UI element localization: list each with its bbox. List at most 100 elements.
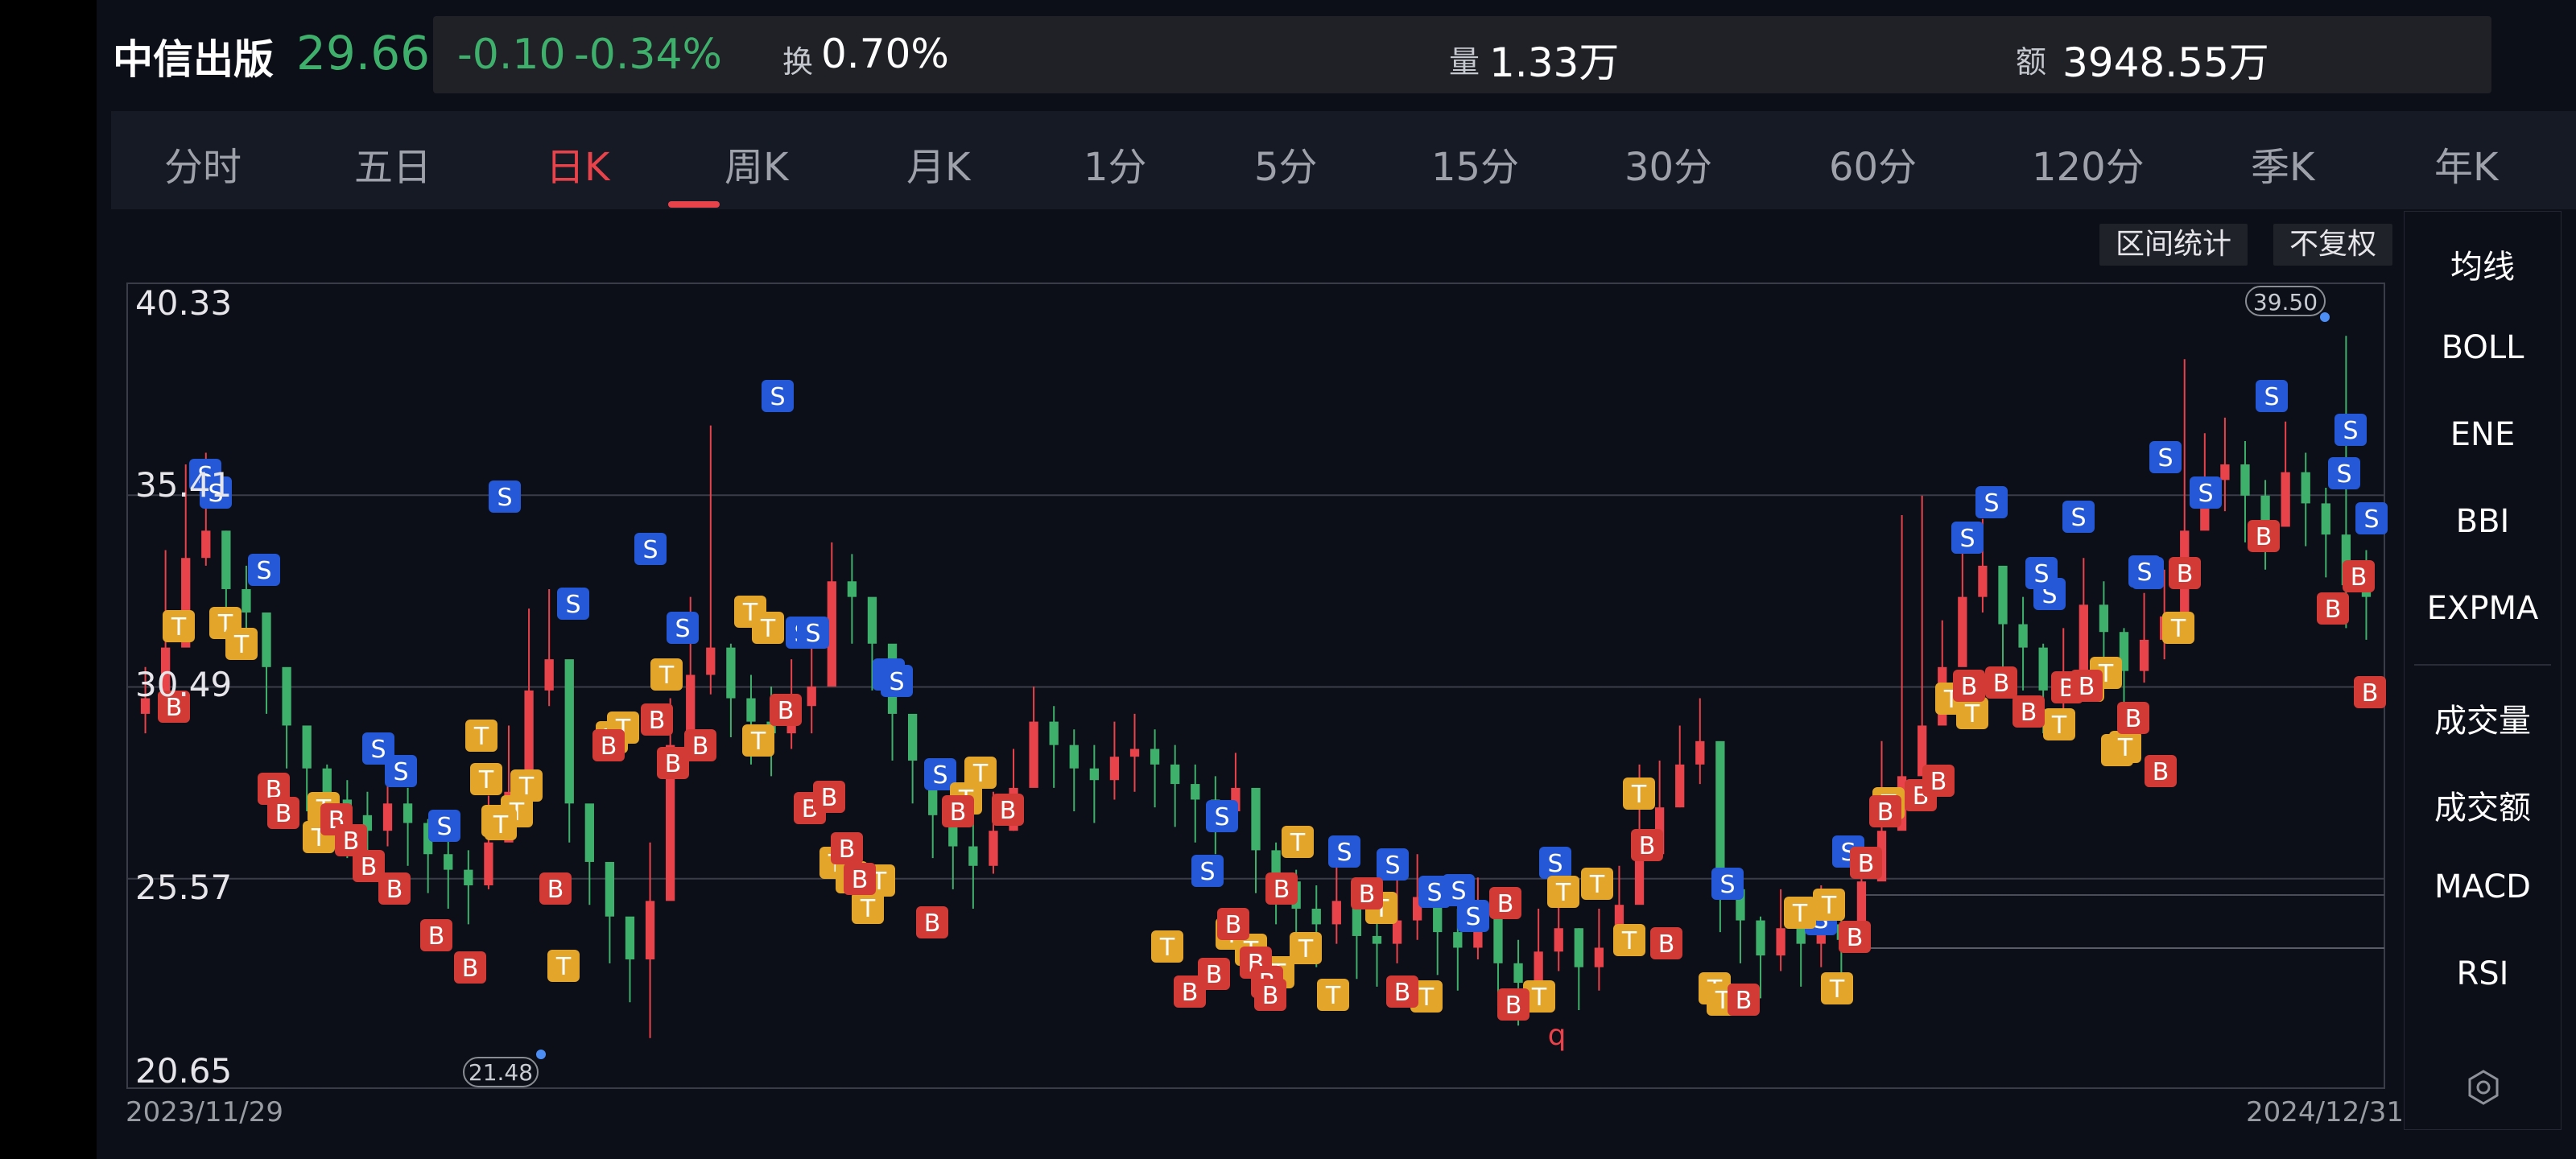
buy-marker[interactable]: B: [420, 919, 452, 951]
buy-marker[interactable]: B: [1839, 921, 1871, 953]
sell-marker[interactable]: S: [2062, 501, 2095, 533]
buy-marker[interactable]: B: [641, 703, 673, 736]
t-trade-marker[interactable]: T: [1547, 876, 1579, 908]
sell-marker[interactable]: S: [2025, 557, 2058, 589]
t-trade-marker[interactable]: T: [2109, 731, 2141, 763]
t-trade-marker[interactable]: T: [1784, 897, 1816, 929]
buy-marker[interactable]: B: [2013, 695, 2045, 728]
sell-marker[interactable]: S: [881, 665, 913, 697]
indicator-ma[interactable]: 均线: [2450, 249, 2515, 286]
sell-marker[interactable]: S: [428, 810, 460, 842]
sell-marker[interactable]: S: [248, 554, 280, 586]
buy-marker[interactable]: B: [539, 872, 572, 905]
indicator-expma[interactable]: EXPMA: [2426, 590, 2539, 627]
buy-marker[interactable]: B: [353, 850, 385, 882]
buy-marker[interactable]: B: [592, 729, 625, 761]
buy-marker[interactable]: B: [942, 795, 974, 827]
tab-quarterly-k[interactable]: 季K: [2251, 145, 2315, 190]
buy-marker[interactable]: B: [1850, 847, 1882, 879]
sell-marker[interactable]: S: [1206, 800, 1238, 832]
sell-marker[interactable]: S: [557, 588, 589, 620]
indicator-volume[interactable]: 成交量: [2434, 703, 2531, 740]
buy-marker[interactable]: B: [1386, 975, 1418, 1008]
buy-marker[interactable]: B: [1497, 988, 1530, 1021]
t-trade-marker[interactable]: T: [547, 950, 580, 982]
settings-icon[interactable]: [2464, 1068, 2503, 1107]
tab-30min[interactable]: 30分: [1624, 145, 1713, 190]
buy-marker[interactable]: B: [831, 832, 863, 864]
buy-marker[interactable]: B: [335, 824, 367, 856]
indicator-bbi[interactable]: BBI: [2455, 503, 2510, 540]
sell-marker[interactable]: S: [797, 617, 829, 649]
sell-marker[interactable]: S: [2190, 476, 2222, 509]
sell-marker[interactable]: S: [2256, 380, 2288, 412]
buy-marker[interactable]: B: [813, 781, 845, 813]
t-trade-marker[interactable]: T: [1813, 889, 1845, 921]
range-stats-button[interactable]: 区间统计: [2099, 224, 2248, 266]
t-trade-marker[interactable]: T: [1151, 930, 1183, 963]
sell-marker[interactable]: S: [200, 476, 232, 509]
tab-intraday[interactable]: 分时: [164, 145, 242, 190]
indicator-amount[interactable]: 成交额: [2434, 790, 2531, 827]
t-trade-marker[interactable]: T: [1613, 924, 1645, 956]
sell-marker[interactable]: S: [2128, 555, 2161, 588]
buy-marker[interactable]: B: [1650, 927, 1682, 959]
t-trade-marker[interactable]: T: [742, 724, 774, 757]
buy-marker[interactable]: B: [1254, 979, 1286, 1011]
buy-marker[interactable]: B: [2248, 520, 2280, 552]
sell-marker[interactable]: S: [385, 755, 417, 787]
buy-marker[interactable]: B: [1922, 765, 1955, 797]
buy-marker[interactable]: B: [158, 691, 190, 723]
sell-marker[interactable]: S: [2149, 441, 2182, 473]
t-trade-marker[interactable]: T: [225, 628, 258, 660]
buy-marker[interactable]: B: [684, 729, 716, 761]
tab-15min[interactable]: 15分: [1431, 145, 1520, 190]
buy-marker[interactable]: B: [1728, 984, 1760, 1016]
tab-daily-k[interactable]: 日K: [546, 145, 610, 190]
buy-marker[interactable]: B: [2070, 670, 2103, 702]
t-trade-marker[interactable]: T: [1282, 826, 1314, 858]
buy-marker[interactable]: B: [657, 747, 689, 779]
t-trade-marker[interactable]: T: [650, 658, 683, 691]
buy-marker[interactable]: B: [1265, 872, 1298, 905]
sell-marker[interactable]: S: [2355, 502, 2388, 534]
t-trade-marker[interactable]: T: [1581, 868, 1613, 900]
buy-marker[interactable]: B: [267, 797, 299, 829]
buy-marker[interactable]: B: [1869, 795, 1901, 827]
sell-marker[interactable]: S: [762, 380, 794, 412]
t-trade-marker[interactable]: T: [1623, 777, 1655, 810]
t-trade-marker[interactable]: T: [163, 610, 195, 642]
buy-marker[interactable]: B: [992, 794, 1024, 826]
sell-marker[interactable]: S: [2334, 414, 2367, 446]
sell-marker[interactable]: S: [1711, 868, 1744, 900]
adjust-mode-button[interactable]: 不复权: [2273, 224, 2393, 266]
buy-marker[interactable]: B: [844, 863, 876, 895]
t-trade-marker[interactable]: T: [470, 763, 502, 795]
t-trade-marker[interactable]: T: [510, 769, 543, 802]
sell-marker[interactable]: S: [634, 533, 667, 565]
sell-marker[interactable]: S: [1951, 522, 1984, 554]
t-trade-marker[interactable]: T: [1523, 980, 1555, 1013]
tab-120min[interactable]: 120分: [2032, 145, 2145, 190]
t-trade-marker[interactable]: T: [485, 808, 517, 840]
indicator-ene[interactable]: ENE: [2450, 416, 2516, 453]
tab-five-day[interactable]: 五日: [354, 145, 432, 190]
sell-marker[interactable]: S: [489, 481, 521, 513]
sell-marker[interactable]: S: [1457, 900, 1489, 932]
indicator-rsi[interactable]: RSI: [2456, 955, 2509, 992]
buy-marker[interactable]: B: [916, 906, 948, 938]
sell-marker[interactable]: S: [1539, 847, 1571, 879]
buy-marker[interactable]: B: [454, 951, 486, 984]
t-trade-marker[interactable]: T: [752, 612, 784, 644]
buy-marker[interactable]: B: [1217, 908, 1249, 940]
t-trade-marker[interactable]: T: [1821, 972, 1853, 1004]
buy-marker[interactable]: B: [1489, 887, 1521, 919]
sell-marker[interactable]: S: [2328, 457, 2360, 489]
t-trade-marker[interactable]: T: [2162, 612, 2194, 644]
t-trade-marker[interactable]: T: [465, 720, 497, 752]
buy-marker[interactable]: B: [1953, 670, 1985, 702]
buy-marker[interactable]: B: [1985, 666, 2017, 699]
tab-weekly-k[interactable]: 周K: [724, 145, 789, 190]
buy-marker[interactable]: B: [1631, 829, 1663, 861]
